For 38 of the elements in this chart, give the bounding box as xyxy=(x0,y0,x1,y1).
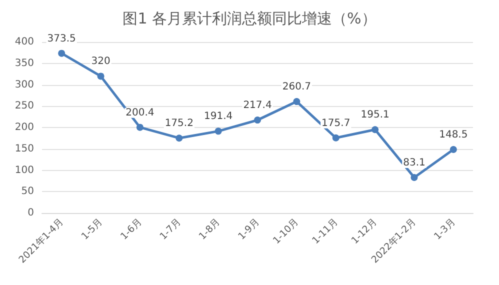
y-tick-label: 150 xyxy=(14,143,34,154)
x-tick-label: 1-8月 xyxy=(197,217,222,242)
data-label: 195.1 xyxy=(360,110,390,121)
point xyxy=(214,128,222,135)
point xyxy=(97,72,104,80)
y-tick-label: 200 xyxy=(14,122,34,133)
y-tick-label: 0 xyxy=(28,208,34,218)
y-tick-label: 50 xyxy=(21,186,34,198)
data-label: 148.5 xyxy=(439,130,468,141)
point xyxy=(410,174,418,181)
point xyxy=(372,126,379,134)
point xyxy=(332,134,340,142)
y-tick-label: 350 xyxy=(14,58,34,69)
data-label: 200.4 xyxy=(126,107,154,118)
x-tick-label: 1-7月 xyxy=(158,217,184,242)
y-tick-label: 400 xyxy=(14,36,34,48)
data-label: 320 xyxy=(91,56,110,68)
data-label: 260.7 xyxy=(282,82,311,93)
point xyxy=(293,98,300,106)
x-tick-label: 1-6月 xyxy=(118,217,144,242)
y-tick-label: 250 xyxy=(14,100,34,112)
data-label: 83.1 xyxy=(403,157,426,168)
data-label: 373.5 xyxy=(47,33,76,44)
y-tick-label: 300 xyxy=(14,79,34,90)
data-label: 175.2 xyxy=(164,118,194,130)
x-tick-label: 1-3月 xyxy=(432,217,458,242)
x-tick-label: 1-9月 xyxy=(236,217,262,242)
data-label: 175.7 xyxy=(322,118,350,129)
point xyxy=(450,146,457,154)
chart-title: 图1 各月累计利润总额同比增速（%） xyxy=(122,10,376,28)
point xyxy=(176,134,183,142)
point xyxy=(136,124,144,131)
x-tick-label: 1-5月 xyxy=(80,217,105,242)
point xyxy=(58,50,66,57)
point xyxy=(254,116,261,124)
data-label: 191.4 xyxy=(204,111,233,122)
y-tick-label: 100 xyxy=(14,164,34,176)
data-label: 217.4 xyxy=(243,100,272,112)
